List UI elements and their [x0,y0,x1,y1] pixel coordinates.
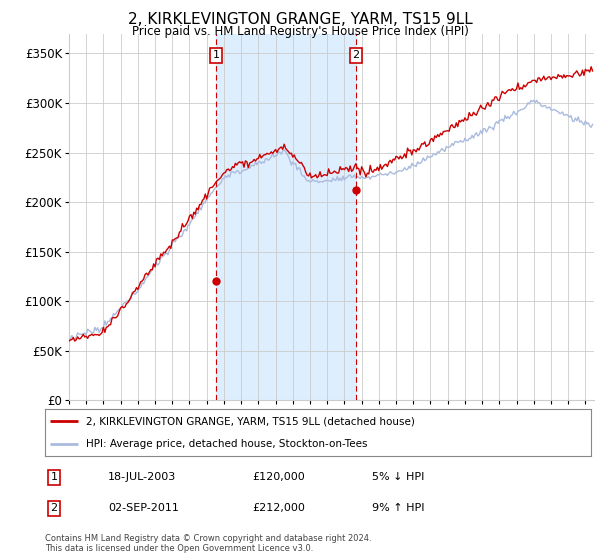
Text: £212,000: £212,000 [252,503,305,513]
Text: £120,000: £120,000 [252,473,305,482]
Text: Contains HM Land Registry data © Crown copyright and database right 2024.
This d: Contains HM Land Registry data © Crown c… [45,534,371,553]
Text: 2, KIRKLEVINGTON GRANGE, YARM, TS15 9LL: 2, KIRKLEVINGTON GRANGE, YARM, TS15 9LL [128,12,472,27]
Text: 1: 1 [50,473,58,482]
Text: Price paid vs. HM Land Registry's House Price Index (HPI): Price paid vs. HM Land Registry's House … [131,25,469,38]
Text: 18-JUL-2003: 18-JUL-2003 [108,473,176,482]
Text: 5% ↓ HPI: 5% ↓ HPI [372,473,424,482]
Text: HPI: Average price, detached house, Stockton-on-Tees: HPI: Average price, detached house, Stoc… [86,439,367,449]
Text: 2: 2 [50,503,58,513]
Text: 2: 2 [352,50,359,60]
Text: 9% ↑ HPI: 9% ↑ HPI [372,503,425,513]
Text: 02-SEP-2011: 02-SEP-2011 [108,503,179,513]
Text: 2, KIRKLEVINGTON GRANGE, YARM, TS15 9LL (detached house): 2, KIRKLEVINGTON GRANGE, YARM, TS15 9LL … [86,416,415,426]
Bar [216,34,356,400]
Text: 1: 1 [212,50,220,60]
